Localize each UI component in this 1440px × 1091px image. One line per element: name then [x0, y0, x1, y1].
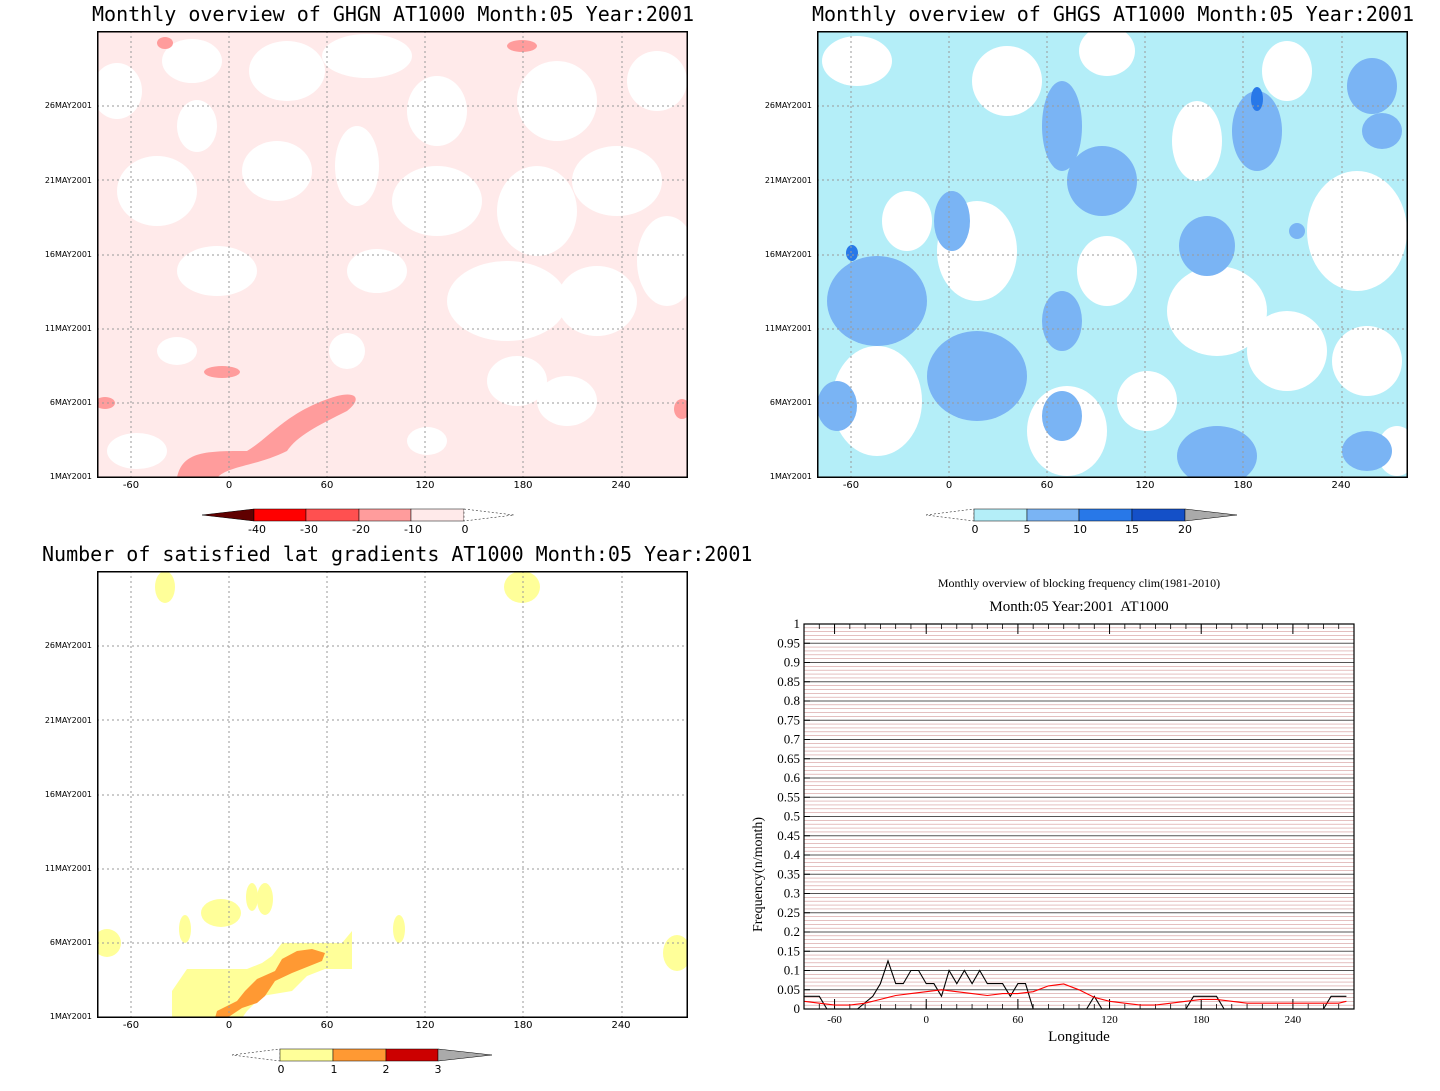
- xtick-label: 120: [415, 1020, 435, 1031]
- colorbar-label: -20: [352, 523, 370, 536]
- ytick-label: 26MAY2001: [764, 101, 812, 110]
- y-tick-label: 0: [794, 1001, 801, 1016]
- blocking-frequency-line-chart: -60 0 60 120 180 240 0 0.05 0.1 0.15 0.2 0.25 0.3 0.3…: [751, 616, 1355, 1045]
- xtick-label: 180: [513, 480, 533, 491]
- y-tick-label: 0.9: [784, 655, 800, 670]
- plot-border: [803, 623, 1355, 1010]
- y-axis-label: Frequency(n/month): [751, 817, 766, 932]
- ytick-label: 6MAY2001: [49, 398, 92, 407]
- xtick-label: 240: [1331, 480, 1351, 491]
- colorbar-label: -30: [300, 523, 318, 536]
- colorbar-label: 0: [277, 1063, 285, 1076]
- heatmap-latgrad: [97, 571, 688, 1018]
- y-tick-label: 0.45: [777, 828, 800, 843]
- ytick-label: 16MAY2001: [44, 790, 92, 799]
- line-chart-subtitle: Month:05 Year:2001 AT1000: [989, 599, 1169, 615]
- y-tick-label: 0.65: [777, 751, 800, 766]
- colorbar-label: -10: [404, 523, 422, 536]
- y-tick-label: 0.4: [784, 847, 801, 862]
- y-tick-label: 0.05: [777, 982, 800, 997]
- ytick-label: 16MAY2001: [764, 250, 812, 259]
- y-tick-label: 0.1: [784, 963, 800, 978]
- x-tick-label: -60: [827, 1014, 842, 1026]
- ytick-label: 1MAY2001: [49, 472, 92, 481]
- colorbar-label: 2: [382, 1063, 390, 1076]
- ytick-label: 21MAY2001: [764, 176, 812, 185]
- colorbar-label: -40: [248, 523, 266, 536]
- x-tick-label: 60: [1012, 1014, 1024, 1026]
- ytick-label: 16MAY2001: [44, 250, 92, 259]
- colorbar-ghgn: [201, 508, 515, 522]
- xtick-label: -60: [122, 480, 140, 491]
- x-tick-label: 180: [1193, 1014, 1210, 1026]
- colorbar-label: 15: [1125, 523, 1139, 536]
- xtick-label: 60: [320, 1020, 334, 1031]
- y-tick-label: 0.75: [777, 712, 800, 727]
- colorbar-label: 5: [1023, 523, 1031, 536]
- xtick-label: 180: [1233, 480, 1253, 491]
- ytick-label: 26MAY2001: [44, 641, 92, 650]
- y-tick-label: 0.85: [777, 674, 800, 689]
- xtick-label: 60: [1040, 480, 1054, 491]
- panel-title-ghgn: Monthly overview of GHGN AT1000 Month:05…: [92, 2, 695, 26]
- y-tick-label: 0.3: [784, 886, 800, 901]
- y-tick-label: 1: [794, 616, 801, 631]
- x-tick-label: 120: [1101, 1014, 1118, 1026]
- ytick-label: 11MAY2001: [44, 864, 92, 873]
- colorbar-label: 10: [1073, 523, 1087, 536]
- xtick-label: 240: [611, 480, 631, 491]
- xtick-label: 60: [320, 480, 334, 491]
- xtick-label: -60: [122, 1020, 140, 1031]
- line-chart-title: Monthly overview of blocking frequency c…: [937, 576, 1221, 590]
- colorbar-label: 3: [434, 1063, 442, 1076]
- xtick-label: 180: [513, 1020, 533, 1031]
- xtick-label: -60: [842, 480, 860, 491]
- ytick-label: 6MAY2001: [769, 398, 812, 407]
- xtick-label: 120: [1135, 480, 1155, 491]
- colorbar-label: 0: [971, 523, 979, 536]
- panel-title-ghgs: Monthly overview of GHGS AT1000 Month:05…: [812, 2, 1415, 26]
- ytick-label: 21MAY2001: [44, 176, 92, 185]
- colorbar-latgrad: [231, 1048, 493, 1062]
- xtick-label: 0: [225, 1020, 233, 1031]
- y-tick-label: 0.8: [784, 693, 800, 708]
- ytick-label: 21MAY2001: [44, 716, 92, 725]
- colorbar-label: 1: [330, 1063, 338, 1076]
- y-tick-label: 0.7: [784, 732, 801, 747]
- x-tick-label: 240: [1285, 1014, 1302, 1026]
- ytick-label: 11MAY2001: [764, 324, 812, 333]
- x-tick-label: 0: [923, 1014, 929, 1026]
- colorbar-label: 0: [461, 523, 469, 536]
- heatmap-ghgn: [97, 31, 688, 478]
- xtick-label: 0: [225, 480, 233, 491]
- ytick-label: 1MAY2001: [49, 1012, 92, 1021]
- panel-title-latgrad: Number of satisfied lat gradients AT1000…: [42, 542, 753, 566]
- y-tick-label: 0.2: [784, 924, 800, 939]
- ytick-label: 1MAY2001: [769, 472, 812, 481]
- ytick-label: 6MAY2001: [49, 938, 92, 947]
- x-axis-label: Longitude: [1048, 1029, 1110, 1045]
- xtick-label: 120: [415, 480, 435, 491]
- y-tick-label: 0.6: [784, 770, 801, 785]
- colorbar-label: 20: [1178, 523, 1192, 536]
- xtick-label: 240: [611, 1020, 631, 1031]
- y-tick-label: 0.35: [777, 866, 800, 881]
- series-line: [803, 983, 1347, 1006]
- y-tick-label: 0.95: [777, 635, 800, 650]
- colorbar-ghgs: [925, 508, 1238, 522]
- y-tick-label: 0.15: [777, 943, 800, 958]
- xtick-label: 0: [945, 480, 953, 491]
- ytick-label: 26MAY2001: [44, 101, 92, 110]
- y-tick-label: 0.5: [784, 809, 800, 824]
- ytick-label: 11MAY2001: [44, 324, 92, 333]
- y-tick-label: 0.55: [777, 789, 800, 804]
- y-tick-label: 0.25: [777, 905, 800, 920]
- heatmap-ghgs: [817, 31, 1408, 478]
